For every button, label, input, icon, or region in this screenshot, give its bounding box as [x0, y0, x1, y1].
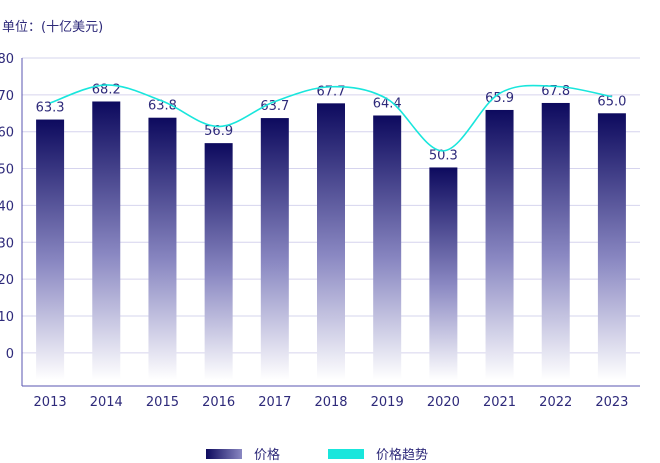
x-tick-label: 2016: [202, 395, 235, 410]
bar-value-label: 64.4: [373, 96, 402, 111]
bar[interactable]: [597, 113, 626, 381]
bar-value-label: 63.3: [36, 101, 65, 116]
x-tick-label: 2021: [483, 395, 516, 410]
legend: 价格 价格趋势: [0, 444, 660, 463]
bar-value-label: 67.7: [317, 84, 346, 99]
x-tick-label: 2015: [146, 395, 179, 410]
y-tick-label: 80: [0, 52, 14, 67]
legend-item-trend[interactable]: 价格趋势: [328, 444, 428, 463]
x-tick-label: 2020: [427, 395, 460, 410]
x-tick-label: 2013: [34, 395, 67, 410]
bar-chart: 63.368.263.856.963.767.764.450.365.9 67.8…: [0, 52, 640, 410]
y-tick-label: 0: [6, 347, 14, 362]
unit-label: 单位：(十亿美元): [2, 20, 104, 35]
trend-line[interactable]: [49, 84, 613, 152]
legend-label-trend: 价格趋势: [376, 448, 429, 463]
bar-value-label: 56.9: [204, 124, 233, 139]
x-tick-label: 2019: [371, 395, 404, 410]
y-tick-label: 30: [0, 236, 14, 251]
legend-item-bar[interactable]: 价格: [206, 444, 280, 463]
bar-value-label: 63.7: [260, 99, 289, 114]
bar[interactable]: [485, 109, 514, 380]
bar[interactable]: [541, 102, 570, 381]
bar-value-label: 65.0: [597, 94, 626, 109]
bar[interactable]: [36, 119, 65, 380]
y-tick-label: 10: [0, 310, 14, 325]
x-tick-label: 2017: [258, 395, 291, 410]
legend-swatch-trend: [328, 448, 364, 459]
bar[interactable]: [260, 118, 289, 381]
bar[interactable]: [204, 143, 233, 380]
bar[interactable]: [148, 117, 177, 380]
x-tick-label: 2022: [539, 395, 572, 410]
x-tick-label: 2018: [314, 395, 347, 410]
legend-swatch-bar: [206, 448, 242, 459]
y-tick-label: 70: [0, 89, 14, 104]
legend-label-bar: 价格: [254, 448, 281, 463]
bar-value-label: 65.9: [485, 91, 514, 106]
y-tick-label: 40: [0, 199, 14, 214]
x-tick-label: 2023: [595, 395, 628, 410]
x-tick-label: 2014: [90, 395, 123, 410]
bar[interactable]: [373, 115, 402, 381]
bar[interactable]: [317, 103, 345, 381]
bar-value-label: 50.3: [429, 148, 458, 163]
y-tick-label: 60: [0, 126, 14, 141]
y-tick-label: 50: [0, 163, 14, 178]
bar-value-label: 63.8: [148, 99, 177, 114]
bar[interactable]: [92, 101, 121, 380]
y-tick-label: 20: [0, 273, 14, 288]
bar[interactable]: [429, 167, 458, 380]
